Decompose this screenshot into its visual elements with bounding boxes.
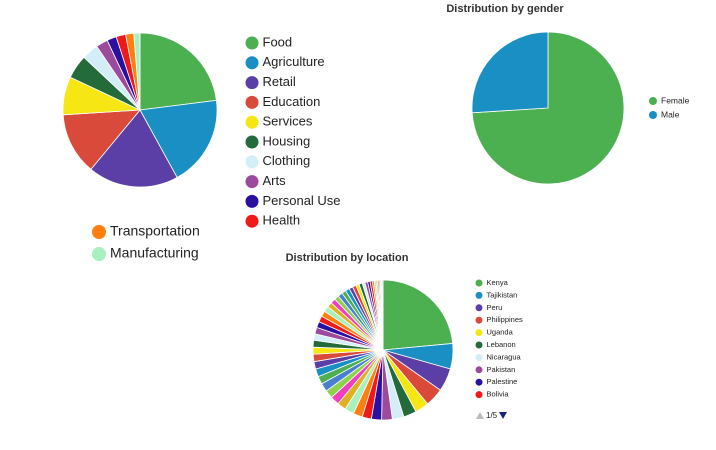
- legend-marker: [475, 304, 483, 312]
- legend-label: Pakistan: [487, 365, 516, 374]
- legend-label: Services: [263, 114, 313, 129]
- legend-label: Bolivia: [487, 390, 510, 399]
- legend-marker: [649, 97, 657, 105]
- legend-marker: [92, 225, 106, 239]
- legend-label: Agriculture: [263, 54, 325, 69]
- legend-label: Male: [661, 109, 680, 119]
- legend-marker: [475, 353, 483, 361]
- legend-label: Transportation: [110, 223, 200, 239]
- legend-marker: [245, 175, 259, 189]
- pie-slice: [133, 32, 141, 111]
- legend-label: Female: [661, 95, 690, 105]
- legend-label: Palestine: [487, 377, 518, 386]
- legend-label: Peru: [487, 303, 503, 312]
- legend-label: Philippines: [487, 315, 524, 324]
- legend-marker: [245, 56, 259, 70]
- legend-prev[interactable]: [476, 412, 484, 419]
- legend-next[interactable]: [499, 412, 507, 419]
- legend-marker: [245, 115, 259, 129]
- legend-label: Education: [263, 94, 321, 109]
- legend-marker: [245, 155, 259, 169]
- legend-marker: [649, 111, 657, 119]
- pie-slice: [382, 279, 454, 351]
- legend-marker: [475, 341, 483, 349]
- legend-label: Clothing: [263, 153, 311, 168]
- legend-label: Retail: [263, 74, 296, 89]
- pie-slice: [62, 109, 141, 170]
- pie-slice: [139, 32, 217, 111]
- legend-marker: [475, 329, 483, 337]
- legend-label: Housing: [263, 133, 311, 148]
- legend-marker: [475, 279, 483, 287]
- legend-label: Personal Use: [263, 193, 341, 208]
- legend-marker: [475, 378, 483, 386]
- chart-title: Distribution by location: [286, 252, 409, 264]
- legend-label: Food: [263, 34, 293, 49]
- legend-marker: [475, 366, 483, 374]
- pie-slice: [139, 99, 218, 179]
- legend-label: Manufacturing: [110, 245, 199, 261]
- legend-marker: [245, 36, 259, 50]
- legend-marker: [245, 194, 259, 208]
- legend-marker: [245, 95, 259, 109]
- legend-marker: [245, 214, 259, 228]
- pie-slice: [471, 31, 549, 114]
- legend-label: Tajikistan: [487, 290, 518, 299]
- legend-label: Nicaragua: [487, 352, 522, 361]
- legend-label: Health: [263, 213, 301, 228]
- legend-marker: [92, 247, 106, 261]
- legend-marker: [245, 76, 259, 90]
- legend-marker: [475, 316, 483, 324]
- legend-marker: [475, 391, 483, 399]
- legend-page: 1/5: [486, 411, 498, 420]
- legend-label: Arts: [263, 173, 287, 188]
- legend-label: Kenya: [487, 278, 509, 287]
- pie-slice: [381, 279, 384, 351]
- legend-label: Lebanon: [487, 340, 516, 349]
- legend-marker: [245, 135, 259, 149]
- legend-marker: [475, 291, 483, 299]
- legend-label: Uganda: [487, 328, 514, 337]
- chart-title: Distribution by gender: [446, 3, 564, 15]
- pie-slice: [90, 109, 178, 188]
